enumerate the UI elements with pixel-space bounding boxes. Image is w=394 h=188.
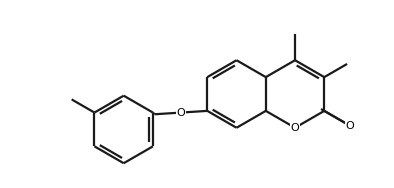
Text: O: O <box>346 121 354 131</box>
Text: O: O <box>177 108 185 118</box>
Text: O: O <box>291 123 299 133</box>
